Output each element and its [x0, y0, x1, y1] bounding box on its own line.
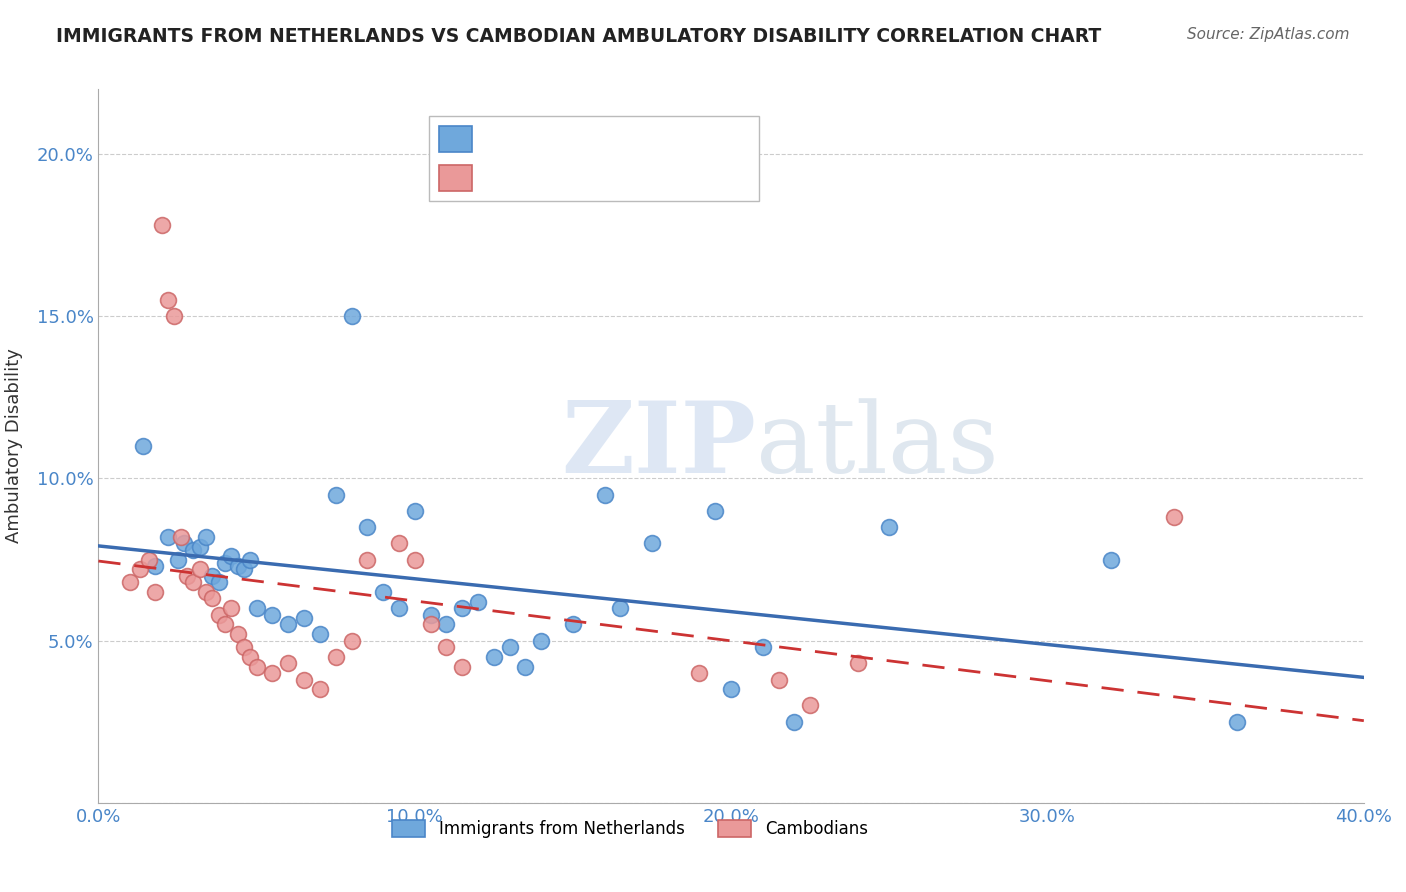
Point [138, 552, 160, 566]
Text: 0.072: 0.072 [531, 169, 586, 186]
Point [188, 540, 211, 554]
Point [239, 552, 262, 566]
Point [292, 673, 315, 687]
Point [340, 310, 363, 324]
Point [208, 607, 231, 622]
Text: Source: ZipAtlas.com: Source: ZipAtlas.com [1187, 27, 1350, 42]
Point [214, 556, 236, 570]
Point [233, 562, 256, 576]
Point [371, 585, 394, 599]
Point [120, 575, 141, 590]
Point [166, 552, 188, 566]
Legend: Immigrants from Netherlands, Cambodians: Immigrants from Netherlands, Cambodians [385, 813, 875, 845]
Point [145, 585, 166, 599]
Point [145, 559, 166, 574]
Point [436, 617, 458, 632]
FancyBboxPatch shape [439, 126, 472, 152]
Point [226, 559, 249, 574]
FancyBboxPatch shape [429, 116, 759, 201]
Point [194, 585, 218, 599]
Point [132, 439, 155, 453]
Point [388, 601, 411, 615]
Point [201, 591, 224, 606]
Point [515, 659, 537, 673]
Point [609, 601, 631, 615]
Point [214, 617, 236, 632]
Point [309, 627, 332, 641]
FancyBboxPatch shape [439, 165, 472, 191]
Point [404, 552, 426, 566]
Point [1163, 510, 1185, 524]
Point [846, 657, 869, 671]
Text: atlas: atlas [756, 398, 1000, 494]
Point [246, 601, 269, 615]
Point [157, 293, 180, 307]
Point [219, 601, 243, 615]
Point [356, 520, 378, 534]
Text: IMMIGRANTS FROM NETHERLANDS VS CAMBODIAN AMBULATORY DISABILITY CORRELATION CHART: IMMIGRANTS FROM NETHERLANDS VS CAMBODIAN… [56, 27, 1101, 45]
Point [561, 617, 585, 632]
Point [340, 633, 363, 648]
Point [482, 649, 505, 664]
Point [1226, 714, 1249, 729]
Point [768, 673, 790, 687]
Point [176, 568, 198, 582]
Point [720, 682, 742, 697]
Point [277, 657, 299, 671]
Text: 45: 45 [666, 130, 690, 148]
Text: N =: N = [620, 130, 659, 148]
Point [219, 549, 243, 564]
Point [183, 542, 205, 557]
Point [404, 504, 426, 518]
Point [150, 219, 173, 233]
Point [356, 552, 378, 566]
Text: R =: R = [485, 130, 523, 148]
Text: -0.011: -0.011 [531, 130, 593, 148]
Point [877, 520, 900, 534]
Y-axis label: Ambulatory Disability: Ambulatory Disability [4, 349, 22, 543]
Point [128, 562, 150, 576]
Point [704, 504, 727, 518]
Point [530, 633, 553, 648]
Point [783, 714, 806, 729]
Point [641, 536, 664, 550]
Point [451, 659, 474, 673]
Point [262, 607, 284, 622]
Text: ZIP: ZIP [561, 398, 756, 494]
Point [325, 649, 347, 664]
Point [688, 666, 710, 681]
Point [183, 575, 205, 590]
Point [239, 649, 262, 664]
Point [451, 601, 474, 615]
Point [246, 659, 269, 673]
Point [309, 682, 332, 697]
Point [157, 530, 180, 544]
Point [751, 640, 773, 654]
Point [419, 607, 441, 622]
Point [262, 666, 284, 681]
Point [169, 530, 191, 544]
Point [593, 488, 616, 502]
Point [419, 617, 441, 632]
Point [277, 617, 299, 632]
Point [233, 640, 256, 654]
Point [188, 562, 211, 576]
Point [163, 310, 186, 324]
Point [173, 536, 195, 550]
Point [325, 488, 347, 502]
Point [208, 575, 231, 590]
Point [226, 627, 249, 641]
Point [498, 640, 520, 654]
Point [292, 611, 315, 625]
Text: 37: 37 [666, 169, 690, 186]
Text: R =: R = [485, 169, 523, 186]
Point [799, 698, 821, 713]
Point [467, 595, 489, 609]
Text: N =: N = [620, 169, 659, 186]
Point [1099, 552, 1122, 566]
Point [201, 568, 224, 582]
Point [194, 530, 218, 544]
Point [436, 640, 458, 654]
Point [388, 536, 411, 550]
